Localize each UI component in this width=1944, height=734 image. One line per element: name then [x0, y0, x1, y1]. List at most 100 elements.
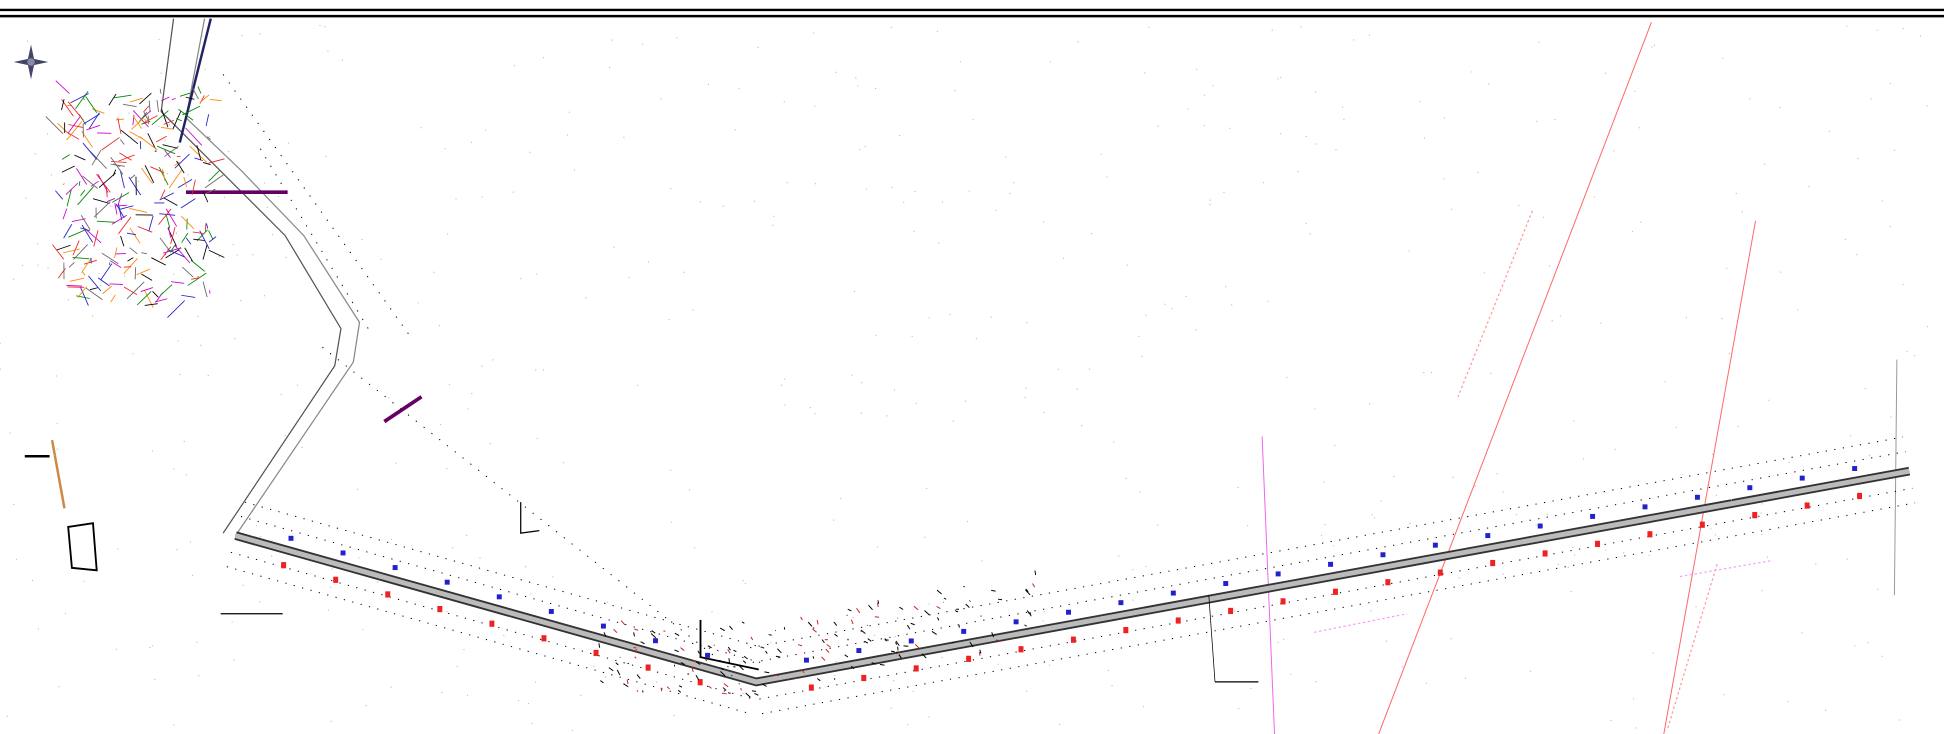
survey-dot: [444, 148, 446, 150]
cluster-stroke: [127, 257, 134, 262]
cluster-stroke: [143, 115, 158, 124]
clutter-stroke: [826, 644, 831, 648]
pipeline: [234, 468, 1910, 685]
clutter-stroke: [797, 644, 803, 647]
survey-dot: [1867, 642, 1869, 644]
clutter-stroke: [738, 665, 744, 671]
clutter-stroke: [924, 610, 930, 616]
road: [50, 439, 66, 509]
survey-dot: [1527, 221, 1529, 223]
clutter-stroke: [825, 648, 830, 653]
marker: [1332, 588, 1338, 595]
survey-dot: [1881, 200, 1883, 202]
marker: [861, 674, 867, 682]
survey-dot: [1546, 513, 1549, 515]
clutter-stroke: [723, 683, 729, 688]
survey-dot: [1471, 71, 1473, 73]
survey-dot: [1846, 25, 1848, 27]
survey-dot: [535, 369, 537, 371]
survey-dot: [1300, 26, 1302, 28]
clutter-stroke: [1025, 589, 1031, 596]
survey-dot: [0, 342, 1, 344]
survey-dot: [936, 30, 938, 33]
survey-dot: [562, 461, 564, 464]
survey-dot: [642, 43, 644, 45]
survey-dot: [179, 373, 181, 376]
cluster-stroke: [110, 294, 116, 303]
survey-dot: [1277, 78, 1279, 80]
survey-dot: [47, 267, 49, 269]
survey-dot: [1209, 199, 1212, 201]
survey-dot: [284, 434, 286, 437]
survey-dot: [874, 634, 876, 636]
marker: [1380, 552, 1386, 558]
survey-dot: [1371, 514, 1373, 516]
survey-dot: [259, 535, 262, 538]
survey-dot: [266, 206, 268, 208]
survey-dot: [1538, 41, 1540, 43]
clutter-stroke: [603, 632, 607, 638]
cluster-stroke: [109, 283, 124, 285]
survey-dot: [660, 98, 662, 100]
cluster-stroke: [76, 168, 88, 185]
clutter-stroke: [674, 632, 680, 637]
boundary-line: [1663, 220, 1757, 734]
survey-dot: [1518, 204, 1520, 206]
marker: [1642, 504, 1648, 510]
survey-dot: [911, 335, 913, 337]
marker: [1118, 600, 1124, 606]
survey-dot: [857, 85, 859, 87]
clutter-stroke: [801, 669, 805, 674]
survey-dot: [997, 663, 999, 665]
survey-dot: [207, 375, 209, 377]
survey-dot: [524, 565, 527, 568]
cluster-stroke: [174, 244, 191, 264]
cluster-stroke: [141, 167, 153, 184]
marker: [808, 684, 814, 691]
survey-dot: [1844, 238, 1846, 240]
survey-dot: [568, 111, 571, 113]
survey-dot: [585, 297, 587, 299]
cluster-stroke: [78, 180, 81, 186]
clutter-stroke: [708, 685, 712, 689]
survey-dot: [853, 290, 856, 292]
cluster-stroke: [55, 190, 64, 200]
cluster-stroke: [152, 290, 159, 298]
clutter-stroke: [764, 671, 770, 674]
survey-dot: [168, 124, 170, 126]
cluster-stroke: [178, 108, 194, 121]
clutter-stroke: [834, 633, 838, 637]
survey-dot: [1623, 552, 1625, 554]
marker: [385, 591, 391, 598]
cluster-stroke: [191, 277, 200, 280]
cluster-stroke: [165, 208, 178, 227]
survey-dot: [1125, 477, 1127, 479]
clutter-stroke: [745, 692, 751, 698]
survey-dot: [898, 134, 901, 137]
clutter-stroke: [864, 640, 869, 644]
clutter-stroke: [740, 688, 742, 691]
survey-dot: [926, 487, 928, 490]
cluster-stroke: [93, 201, 111, 218]
survey-dot: [46, 133, 49, 135]
cluster-stroke: [144, 165, 155, 184]
survey-dot: [981, 560, 983, 562]
survey-dot: [1247, 524, 1249, 527]
survey-dot: [1761, 503, 1763, 505]
survey-dot: [263, 295, 266, 297]
survey-dot: [527, 703, 530, 705]
survey-dot: [941, 656, 943, 658]
survey-dot: [1148, 26, 1150, 28]
cluster-stroke: [192, 87, 199, 100]
survey-dot: [465, 534, 468, 536]
survey-dot: [183, 440, 185, 443]
clutter-stroke: [704, 658, 708, 662]
survey-dot: [1450, 208, 1453, 210]
cluster-stroke: [45, 116, 64, 135]
survey-dot: [1139, 491, 1141, 493]
survey-dot: [531, 722, 533, 725]
cluster-stroke: [118, 216, 132, 235]
clutter-stroke: [626, 679, 629, 685]
survey-dot: [914, 191, 916, 193]
